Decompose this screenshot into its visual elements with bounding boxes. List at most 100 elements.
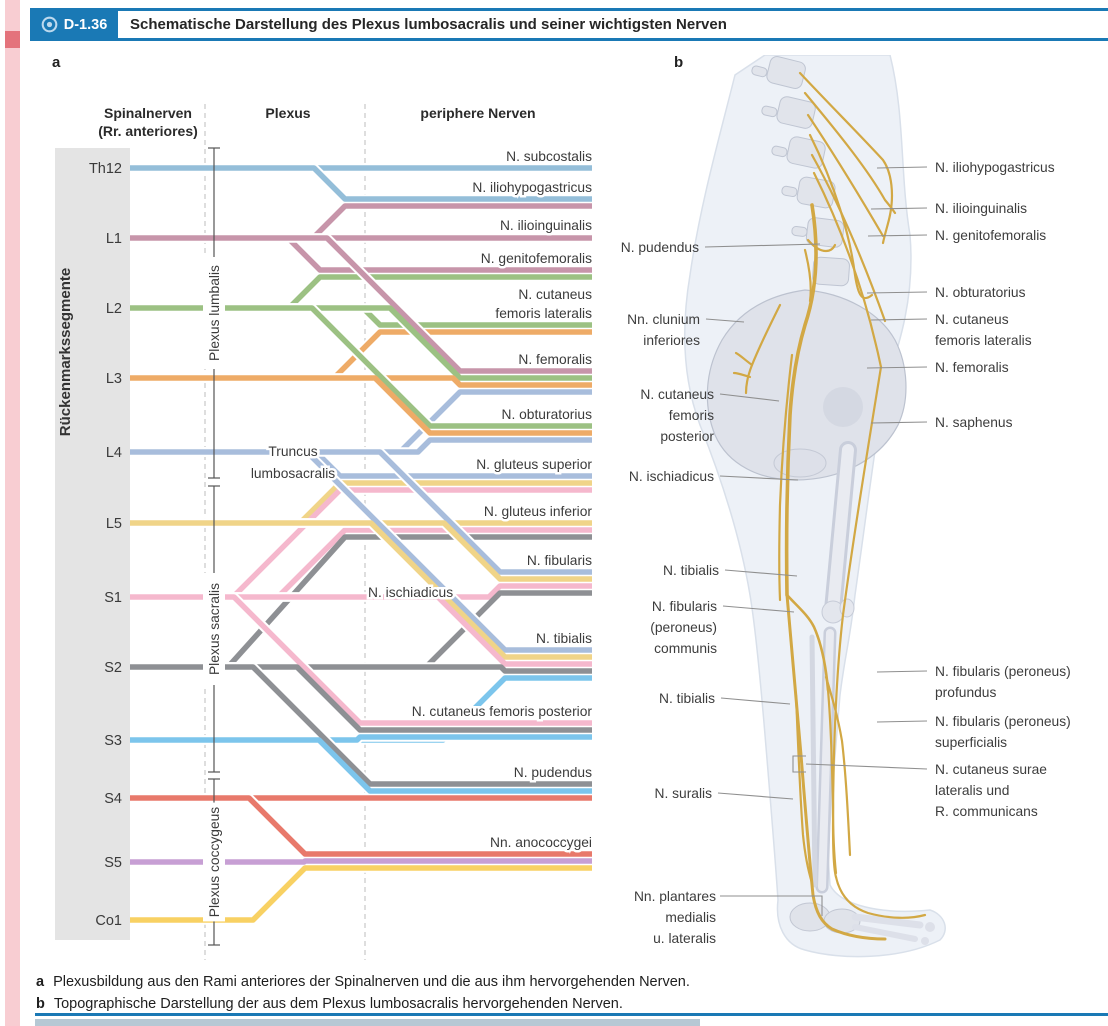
anatomy-label: N. cutaneus bbox=[935, 312, 1009, 327]
anatomy-label: Nn. plantares bbox=[634, 889, 716, 904]
anatomy-label: N. saphenus bbox=[935, 415, 1013, 430]
pointer-line bbox=[720, 697, 791, 705]
segment-label-L5: L5 bbox=[106, 516, 122, 532]
anatomy-label: N. ilioinguinalis bbox=[935, 201, 1027, 216]
segment-label-Th12: Th12 bbox=[89, 161, 122, 177]
anatomy-label: femoris bbox=[669, 408, 714, 423]
pointer-line bbox=[870, 318, 928, 321]
anatomy-label: communis bbox=[654, 641, 717, 656]
plexus-label: Plexus sacralis bbox=[207, 583, 222, 675]
page-edge-tab bbox=[5, 31, 20, 48]
pointer-line bbox=[866, 366, 928, 369]
pointer-line bbox=[876, 720, 928, 723]
column-header-periphere-nerven: periphere Nerven bbox=[420, 105, 536, 121]
anatomy-label: N. tibialis bbox=[659, 691, 715, 706]
nerve-label: N. ilioinguinalis bbox=[500, 218, 592, 233]
segment-label-L4: L4 bbox=[106, 445, 122, 461]
column-header-plexus: Plexus bbox=[265, 105, 311, 121]
anatomy-label: N. femoralis bbox=[935, 360, 1009, 375]
anatomy-label: N. fibularis (peroneus) bbox=[935, 714, 1071, 729]
nerve-line-S4 bbox=[130, 795, 592, 857]
plexus-label-bg bbox=[203, 257, 225, 369]
next-section-bar bbox=[35, 1019, 700, 1026]
nerve-line-L1 bbox=[130, 235, 592, 374]
nerve-label: N. subcostalis bbox=[506, 149, 592, 164]
figure-id: D-1.36 bbox=[63, 16, 108, 33]
panel-a-letter: a bbox=[52, 54, 61, 71]
anatomy-label: (peroneus) bbox=[650, 620, 717, 635]
anatomy-label: inferiores bbox=[643, 333, 700, 348]
anatomy-label: N. genitofemoralis bbox=[935, 228, 1046, 243]
caption-a: a Plexusbildung aus den Rami anteriores … bbox=[36, 974, 1098, 990]
segment-label-S1: S1 bbox=[104, 590, 122, 606]
pointer-line bbox=[724, 569, 798, 577]
axis-label: Rückenmarkssegmente bbox=[57, 268, 74, 436]
nerve-line-L3 bbox=[130, 375, 592, 436]
pointer-line bbox=[876, 670, 928, 673]
nerve-label: N. femoralis bbox=[518, 352, 592, 367]
leg-bones bbox=[789, 441, 935, 945]
nerve-label: femoris lateralis bbox=[495, 306, 592, 321]
pointer-line bbox=[720, 895, 823, 916]
pointer-bracket bbox=[792, 755, 806, 773]
anatomy-label: N. suralis bbox=[655, 786, 713, 801]
anatomy-label: posterior bbox=[660, 429, 714, 444]
column-header-spinalnerven: Spinalnerven (Rr. anteriores) bbox=[98, 105, 198, 139]
segment-label-L3: L3 bbox=[106, 371, 122, 387]
pointer-line bbox=[704, 243, 821, 248]
nerve-line-halo bbox=[130, 863, 592, 925]
anatomy-label: superficialis bbox=[935, 735, 1007, 750]
plexus-label-bg bbox=[203, 802, 225, 922]
pointer-line bbox=[866, 291, 928, 294]
pointer-line bbox=[722, 605, 795, 613]
segment-label-S3: S3 bbox=[104, 733, 122, 749]
pointer-line bbox=[705, 318, 745, 323]
anatomy-label: femoris lateralis bbox=[935, 333, 1032, 348]
nerve-line-Co1 bbox=[130, 865, 592, 923]
caption-b: b Topographische Darstellung der aus dem… bbox=[36, 996, 1098, 1012]
pointer-line bbox=[719, 475, 799, 481]
anatomy-label: N. pudendus bbox=[621, 240, 699, 255]
plexus-label-bg bbox=[203, 573, 225, 685]
anatomy-label: N. obturatorius bbox=[935, 285, 1026, 300]
page-edge-stripe bbox=[5, 0, 20, 1026]
anatomy-label: u. lateralis bbox=[653, 931, 716, 946]
pointer-line bbox=[719, 393, 780, 402]
anatomy-label: N. cutaneus bbox=[640, 387, 714, 402]
caption-a-prefix: a bbox=[36, 974, 45, 990]
nerve-label: N. iliohypogastricus bbox=[472, 180, 592, 195]
pointer-line bbox=[805, 763, 928, 770]
bottom-rule bbox=[35, 1013, 1108, 1016]
nerve-label: N. obturatorius bbox=[502, 407, 593, 422]
truncus-label: lumbosacralis bbox=[251, 466, 335, 481]
nerve-label: N. fibularis bbox=[527, 553, 592, 568]
nerve-line-S2 bbox=[130, 664, 592, 674]
pointer-line bbox=[870, 421, 928, 424]
anatomy-label: medialis bbox=[665, 910, 716, 925]
segment-label-L1: L1 bbox=[106, 231, 122, 247]
leg-anatomy-illustration: N. pudendus Nn. clunium inferiores N. cutan… bbox=[621, 55, 1071, 958]
nerve-line-S1 bbox=[130, 594, 592, 726]
plexus-label: Plexus coccygeus bbox=[207, 807, 222, 918]
anatomy-label: N. iliohypogastricus bbox=[935, 160, 1055, 175]
segment-label-S4: S4 bbox=[104, 791, 122, 807]
anatomy-label: lateralis und bbox=[935, 783, 1009, 798]
figure-title: Schematische Darstellung des Plexus lumb… bbox=[118, 8, 1108, 41]
nerve-label: N. tibialis bbox=[536, 631, 592, 646]
segment-label-L2: L2 bbox=[106, 301, 122, 317]
anatomy-label: profundus bbox=[935, 685, 996, 700]
target-icon bbox=[41, 16, 58, 33]
segment-label-Co1: Co1 bbox=[95, 913, 122, 929]
nerve-line-S1 bbox=[130, 594, 592, 667]
figure-header: D-1.36 Schematische Darstellung des Plex… bbox=[30, 8, 1108, 41]
truncus-label: Truncus bbox=[268, 444, 317, 459]
anatomy-label: R. communicans bbox=[935, 804, 1038, 819]
nerve-line-S5 bbox=[130, 858, 592, 865]
panel-b-letter: b bbox=[674, 54, 684, 71]
ischiadicus-label: N. ischiadicus bbox=[368, 585, 453, 600]
pointer-line bbox=[870, 207, 928, 210]
pointer-line bbox=[876, 166, 928, 169]
nerve-line-L4 bbox=[130, 449, 592, 653]
segment-label-S2: S2 bbox=[104, 660, 122, 676]
